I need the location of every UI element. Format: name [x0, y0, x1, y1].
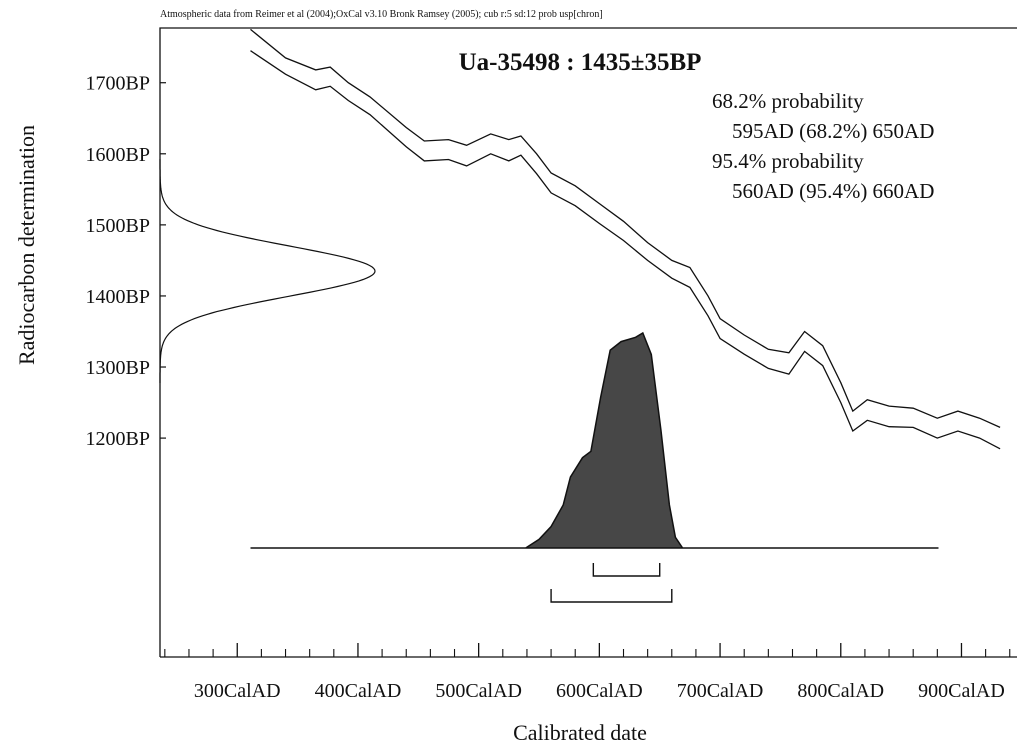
y-tick-label: 1400BP: [86, 286, 150, 308]
range-bracket: [592, 563, 661, 577]
y-tick-label: 1700BP: [86, 73, 150, 95]
calibration-curve: [250, 28, 1001, 428]
y-tick-label: 1300BP: [86, 357, 150, 379]
x-axis-title: Calibrated date: [513, 720, 647, 745]
x-tick-label: 500CalAD: [435, 680, 522, 702]
range-label: 95.4% probability: [712, 149, 864, 173]
chart-title: Ua-35498 : 1435±35BP: [459, 49, 702, 76]
plot-frame: [159, 27, 1017, 658]
x-tick-label: 700CalAD: [677, 680, 764, 702]
x-tick-label: 300CalAD: [194, 680, 281, 702]
header: Atmospheric data from Reimer et al (2004…: [160, 9, 603, 20]
range-label: 68.2% probability: [712, 89, 864, 113]
x-tick-label: 900CalAD: [918, 680, 1005, 702]
x-tick-label: 400CalAD: [315, 680, 402, 702]
measurement-curve: [159, 159, 376, 383]
range-interval: 560AD (95.4%) 660AD: [732, 179, 934, 203]
y-tick-label: 1600BP: [86, 144, 150, 166]
calibration-curve: [250, 50, 1001, 450]
x-tick-label: 800CalAD: [797, 680, 884, 702]
y-tick-label: 1200BP: [86, 428, 150, 450]
y-tick-label: 1500BP: [86, 215, 150, 237]
x-tick-label: 600CalAD: [556, 680, 643, 702]
range-interval: 595AD (68.2%) 650AD: [732, 119, 934, 143]
range-bracket: [550, 589, 673, 603]
calibrated-distribution: [250, 331, 939, 549]
y-axis-title: Radiocarbon determination: [14, 125, 39, 365]
